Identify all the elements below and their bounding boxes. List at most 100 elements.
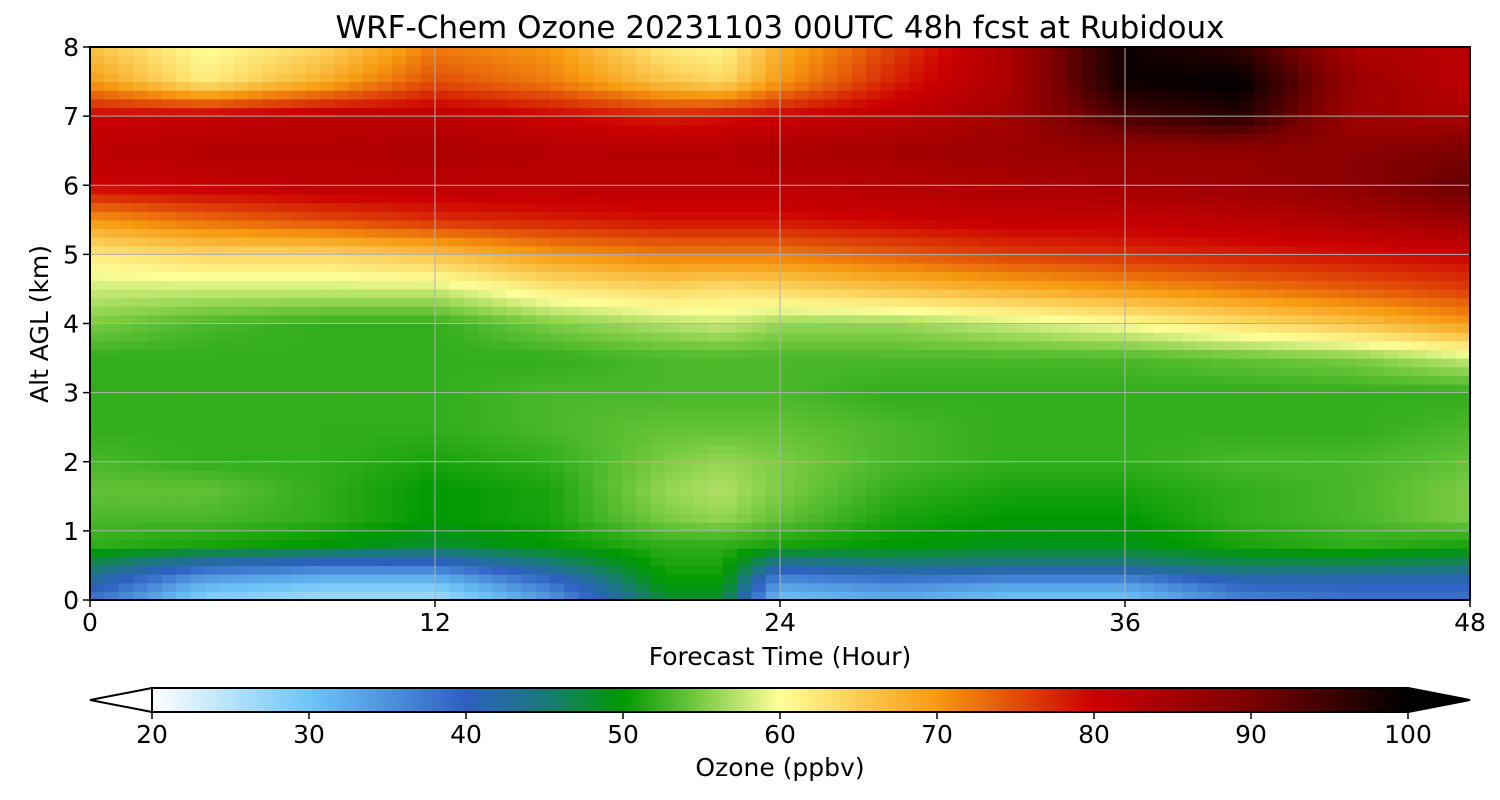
heatmap-cell [1125,574,1140,584]
heatmap-cell [923,280,939,290]
heatmap-cell [104,263,120,273]
heatmap-cell [205,470,220,480]
heatmap-cell [506,323,522,333]
heatmap-cell [938,185,954,195]
heatmap-cell [406,582,422,592]
heatmap-cell [1398,383,1414,394]
heatmap-cell [1426,582,1442,592]
heatmap-cell [305,496,321,506]
heatmap-cell [1024,306,1040,316]
heatmap-cell [1340,332,1356,342]
heatmap-cell [420,591,436,600]
heatmap-cell [90,219,105,230]
heatmap-cell [205,375,220,385]
heatmap-cell [1168,427,1184,437]
heatmap-cell [1297,297,1313,307]
heatmap-cell [147,487,163,497]
heatmap-cell [909,591,925,600]
heatmap-cell [607,323,623,333]
heatmap-cell [665,591,680,600]
heatmap-cell [1196,392,1212,402]
heatmap-cell [205,340,220,351]
heatmap-cell [133,366,149,376]
heatmap-cell [981,496,997,506]
heatmap-cell [593,444,609,454]
heatmap-cell [449,530,465,541]
heatmap-cell [90,167,105,178]
heatmap-cell [866,271,882,281]
heatmap-cell [377,219,393,230]
heatmap-cell [219,358,235,368]
heatmap-cell [550,418,565,428]
heatmap-cell [363,297,379,307]
heatmap-cell [1196,280,1212,290]
heatmap-cell [1053,193,1069,204]
heatmap-cell [118,159,134,169]
heatmap-cell [478,548,494,558]
heatmap-cell [406,159,422,169]
heatmap-cell [248,574,264,584]
heatmap-cell [478,237,494,247]
heatmap-cell [233,288,249,299]
heatmap-cell [104,487,120,497]
heatmap-cell [521,513,537,523]
heatmap-cell [1110,427,1126,437]
heatmap-cell [391,237,407,247]
heatmap-cell [320,176,335,186]
heatmap-cell [851,453,867,463]
heatmap-cell [190,461,206,471]
heatmap-cell [593,323,609,333]
heatmap-cell [291,358,307,368]
heatmap-cell [938,383,954,394]
heatmap-cell [190,435,206,446]
heatmap-cell [276,219,292,230]
heatmap-cell [435,444,450,454]
heatmap-cell [463,565,479,575]
heatmap-cell [1196,574,1212,584]
heatmap-cell [104,366,120,376]
heatmap-cell [305,254,321,264]
heatmap-cell [1081,435,1097,446]
heatmap-cell [736,530,752,541]
heatmap-cell [348,479,364,489]
heatmap-cell [190,176,206,186]
heatmap-cell [1125,444,1140,454]
heatmap-cell [1024,167,1040,178]
heatmap-cell [765,444,781,454]
heatmap-cell [262,418,278,428]
heatmap-cell [1067,383,1083,394]
heatmap-cell [492,539,508,549]
heatmap-cell [736,159,752,169]
heatmap-cell [118,383,134,394]
heatmap-cell [636,496,652,506]
heatmap-cell [1153,349,1169,359]
heatmap-cell [406,496,422,506]
heatmap-cell [391,193,407,204]
heatmap-cell [1455,288,1470,299]
heatmap-cell [636,254,652,264]
heatmap-cell [1182,375,1198,385]
heatmap-cell [262,409,278,420]
heatmap-cell [923,461,939,471]
heatmap-cell [449,375,465,385]
heatmap-cell [952,263,968,273]
heatmap-cell [665,176,680,186]
heatmap-cell [1211,332,1227,342]
heatmap-cell [550,349,565,359]
heatmap-cell [593,453,609,463]
heatmap-cell [420,358,436,368]
heatmap-cell [650,159,666,169]
heatmap-cell [161,159,177,169]
heatmap-cell [1426,470,1442,480]
heatmap-cell [1398,159,1414,169]
heatmap-cell [1038,556,1054,567]
heatmap-cell [1053,314,1069,325]
heatmap-cell [1096,176,1112,186]
heatmap-cell [1426,323,1442,333]
heatmap-cell [190,263,206,273]
heatmap-cell [895,522,910,532]
heatmap-cell [981,228,997,238]
heatmap-cell [938,167,954,178]
heatmap-cell [564,375,580,385]
heatmap-cell [1182,366,1198,376]
